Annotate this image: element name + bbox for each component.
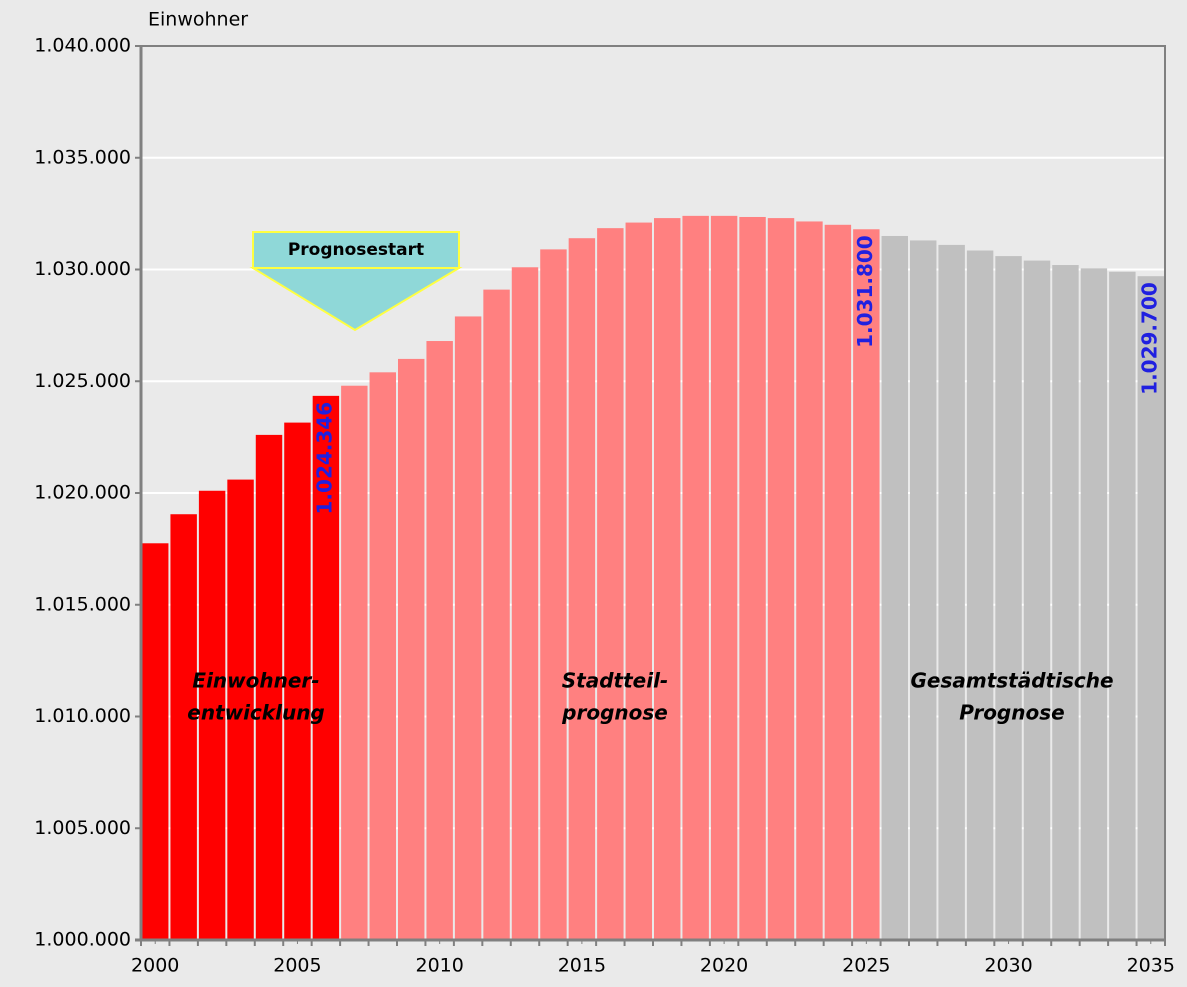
bar	[511, 267, 539, 940]
region-label: Stadtteil-	[562, 669, 668, 693]
bar	[881, 235, 908, 941]
y-tick-label: 1.020.000	[34, 482, 131, 504]
callout-box	[252, 231, 460, 269]
bar	[170, 514, 197, 940]
bar	[1109, 271, 1136, 940]
bar	[1052, 265, 1079, 940]
bar	[540, 249, 567, 940]
bar	[910, 240, 937, 940]
bar	[796, 221, 823, 940]
y-tick-label: 1.010.000	[34, 705, 131, 727]
y-axis-label: Einwohner	[148, 9, 248, 31]
bar	[369, 372, 396, 940]
bar	[227, 479, 254, 940]
x-tick-label: 2010	[415, 955, 463, 977]
region-label: prognose	[561, 701, 668, 725]
y-tick-label: 1.035.000	[34, 146, 131, 168]
region-label: entwicklung	[187, 701, 325, 725]
bar	[767, 218, 795, 941]
value-label: 1.024.346	[312, 402, 336, 515]
bar	[454, 316, 482, 940]
x-tick-label: 2020	[700, 955, 748, 977]
bar	[938, 244, 965, 941]
bar	[483, 289, 510, 940]
bar	[1137, 276, 1164, 941]
value-label: 1.029.700	[1137, 282, 1161, 395]
bar	[739, 216, 766, 941]
y-tick-label: 1.040.000	[34, 35, 131, 57]
value-label: 1.031.800	[853, 235, 877, 348]
x-tick-label: 2005	[273, 955, 321, 977]
x-tick-label: 2015	[558, 955, 606, 977]
x-tick-label: 2030	[984, 955, 1032, 977]
region-label: Gesamtstädtische	[910, 669, 1113, 693]
bar	[426, 341, 453, 940]
y-tick-label: 1.005.000	[34, 817, 131, 839]
y-tick-label: 1.030.000	[34, 258, 131, 280]
bar	[853, 229, 880, 940]
bar	[654, 218, 681, 941]
bar	[142, 543, 169, 940]
bar	[568, 238, 596, 940]
y-tick-label: 1.000.000	[34, 929, 131, 951]
bar	[824, 224, 852, 941]
bar	[597, 228, 624, 941]
region-label: Einwohner-	[192, 669, 319, 693]
y-tick-label: 1.015.000	[34, 593, 131, 615]
bar	[312, 395, 340, 940]
bar	[966, 250, 994, 940]
x-tick-label: 2035	[1127, 955, 1175, 977]
bar	[284, 422, 311, 940]
callout-text: Prognosestart	[288, 240, 424, 260]
bar	[1023, 260, 1051, 940]
y-tick-label: 1.025.000	[34, 370, 131, 392]
bar	[1080, 268, 1108, 940]
bar	[198, 490, 226, 940]
bar	[682, 215, 709, 941]
x-tick-label: 2025	[842, 955, 890, 977]
bar	[710, 215, 738, 941]
bar	[255, 434, 283, 940]
bar	[341, 385, 368, 941]
bar	[995, 256, 1022, 941]
bar	[625, 222, 652, 940]
region-label: Prognose	[959, 701, 1064, 725]
x-tick-label: 2000	[131, 955, 179, 977]
bar	[398, 358, 425, 940]
